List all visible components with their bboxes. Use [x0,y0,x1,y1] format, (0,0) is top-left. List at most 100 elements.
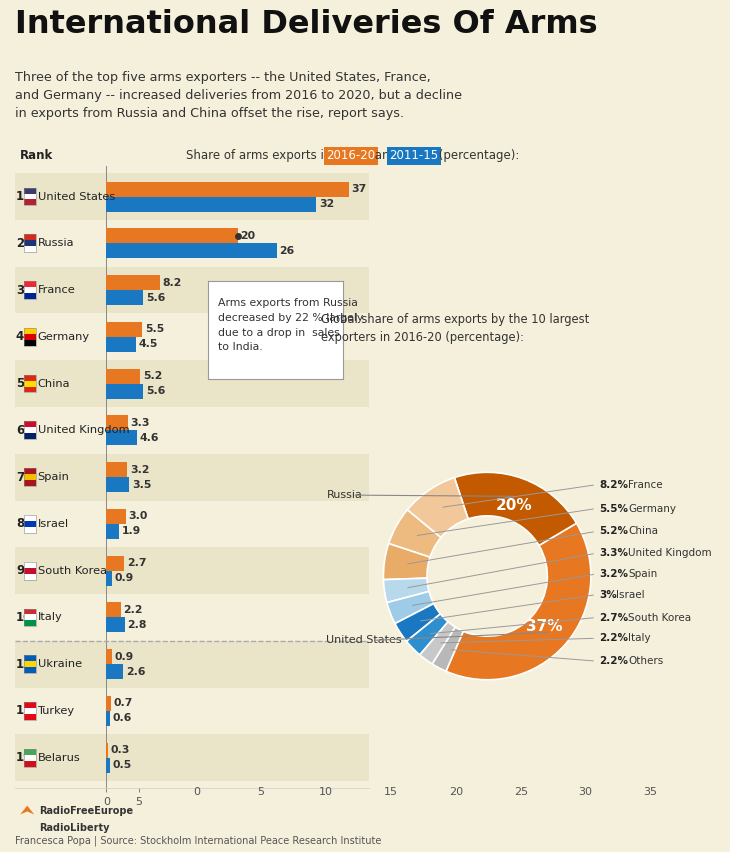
Text: 13: 13 [16,705,32,717]
Text: 4.5: 4.5 [139,339,158,349]
FancyBboxPatch shape [24,199,36,205]
FancyBboxPatch shape [24,434,36,440]
FancyBboxPatch shape [24,714,36,720]
FancyBboxPatch shape [24,608,36,614]
Text: France: France [37,285,75,295]
Bar [107,556,124,571]
Text: 20%: 20% [496,498,532,513]
FancyBboxPatch shape [24,422,36,428]
FancyBboxPatch shape [24,381,36,387]
FancyBboxPatch shape [24,515,36,521]
Bar [107,743,108,757]
Text: 0.7: 0.7 [114,699,133,709]
Bar [107,477,129,492]
Text: China: China [629,527,658,537]
Text: 5.6: 5.6 [146,386,165,396]
Text: 5: 5 [16,377,24,390]
FancyBboxPatch shape [15,454,369,500]
Text: 0.5: 0.5 [112,760,131,770]
Text: Russia: Russia [326,490,362,500]
Text: 0.9: 0.9 [115,652,134,662]
Text: Global share of arms exports by the 10 largest
exporters in 2016-20 (percentage): Global share of arms exports by the 10 l… [321,313,589,343]
Wedge shape [383,544,430,579]
FancyBboxPatch shape [24,240,36,246]
Text: 8.2%: 8.2% [599,480,629,490]
Text: 26: 26 [280,245,295,256]
Text: Spain: Spain [37,472,69,482]
Text: United Kingdom: United Kingdom [629,548,712,558]
Bar [107,665,123,679]
Text: 20: 20 [449,786,463,797]
FancyBboxPatch shape [24,561,36,567]
Text: 9: 9 [16,564,24,577]
FancyBboxPatch shape [24,620,36,626]
FancyBboxPatch shape [24,293,36,299]
Bar [107,181,349,197]
Text: 3.0: 3.0 [128,511,148,521]
FancyBboxPatch shape [15,173,369,220]
FancyBboxPatch shape [15,360,369,407]
Wedge shape [395,603,440,642]
Text: Others: Others [629,656,664,666]
Text: 0.3: 0.3 [111,746,131,755]
Text: 2.6: 2.6 [126,666,145,676]
Text: 2: 2 [16,237,24,250]
Text: South Korea: South Korea [629,613,691,623]
FancyBboxPatch shape [24,655,36,661]
Text: 3.3: 3.3 [131,417,150,428]
Text: 10: 10 [16,611,32,624]
Text: 2011-15: 2011-15 [390,149,439,163]
Text: 5.2%: 5.2% [599,527,629,537]
Bar [107,383,143,399]
Text: 3.5: 3.5 [132,480,151,490]
Bar [107,602,120,618]
FancyBboxPatch shape [24,234,36,240]
FancyBboxPatch shape [24,334,36,340]
Text: RadioFreeEurope: RadioFreeEurope [39,806,134,816]
Bar [107,369,140,383]
Wedge shape [432,627,464,671]
Text: (percentage):: (percentage): [435,149,520,163]
Text: Germany: Germany [37,331,90,342]
FancyBboxPatch shape [15,500,369,547]
Text: Turkey: Turkey [37,706,74,716]
FancyBboxPatch shape [24,387,36,393]
Wedge shape [407,613,448,655]
Text: Ukraine: Ukraine [37,659,82,669]
Bar [107,290,143,305]
Wedge shape [454,472,577,545]
Text: 8.2: 8.2 [163,278,182,288]
FancyBboxPatch shape [24,287,36,293]
Text: 0.9: 0.9 [115,573,134,583]
Wedge shape [407,478,468,538]
Text: 5.5%: 5.5% [599,504,629,514]
FancyBboxPatch shape [24,475,36,480]
Text: 19: 19 [16,751,32,764]
Wedge shape [446,523,591,680]
FancyBboxPatch shape [24,761,36,767]
Text: United States: United States [37,192,115,202]
Bar [107,696,111,711]
Bar [107,524,119,538]
Text: 2.2%: 2.2% [599,656,629,666]
FancyBboxPatch shape [24,749,36,755]
Text: 37%: 37% [526,619,562,634]
FancyBboxPatch shape [24,187,36,193]
Text: Italy: Italy [629,633,651,643]
FancyBboxPatch shape [24,527,36,532]
Text: 2016-20: 2016-20 [326,149,375,163]
Text: 2.2: 2.2 [123,605,143,615]
FancyBboxPatch shape [24,328,36,334]
Bar [107,649,112,665]
Text: 4.6: 4.6 [139,433,158,443]
FancyBboxPatch shape [24,567,36,573]
Bar [107,416,128,430]
Text: 3%: 3% [599,590,617,600]
Text: Arms exports from Russia
decreased by 22 % largely
due to a drop in  sales
to In: Arms exports from Russia decreased by 22… [218,298,363,353]
FancyBboxPatch shape [24,340,36,346]
Text: Israel: Israel [37,519,69,529]
Text: 5: 5 [258,786,265,797]
Bar [107,430,137,446]
Bar [107,197,316,211]
Text: Spain: Spain [629,569,658,579]
